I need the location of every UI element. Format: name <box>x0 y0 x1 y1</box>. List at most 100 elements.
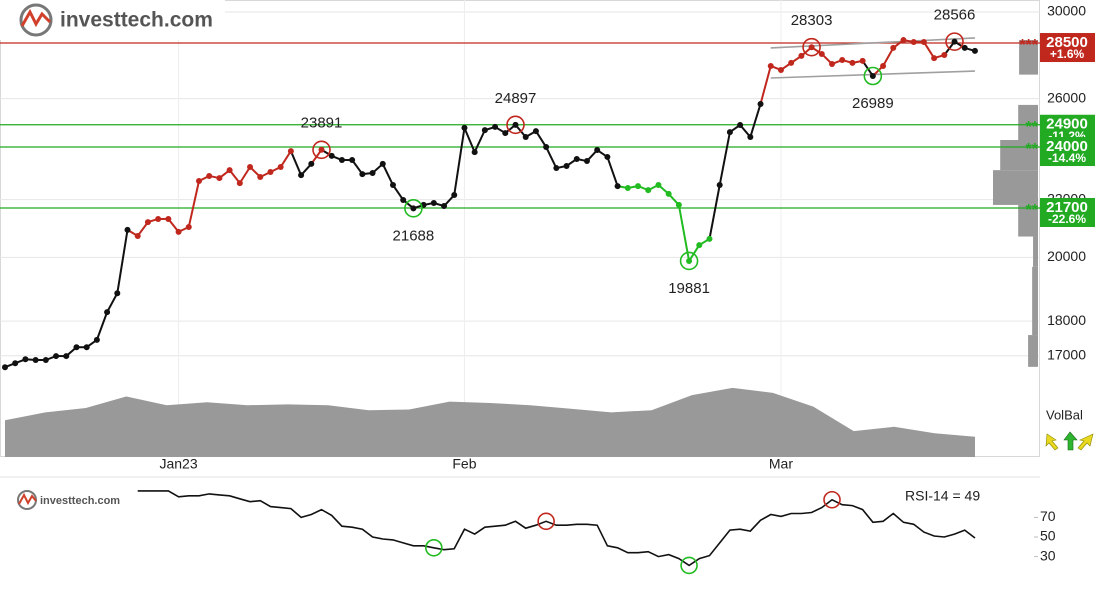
rsi-circle <box>425 538 443 557</box>
price-point <box>920 38 927 45</box>
price-point <box>206 172 213 179</box>
price-point <box>349 157 356 164</box>
y-tick-label: 50 <box>1040 528 1056 544</box>
series-layer <box>0 37 1040 567</box>
price-point <box>880 62 887 69</box>
price-point <box>298 172 305 179</box>
price-point <box>155 215 162 222</box>
volume-profile-bar <box>1028 335 1038 367</box>
price-point <box>114 290 121 297</box>
level-change: +1.6% <box>1050 47 1085 61</box>
price-segment <box>95 311 109 341</box>
price-segment <box>923 41 935 59</box>
price-point <box>716 182 723 189</box>
price-point <box>2 364 8 371</box>
price-point <box>492 123 499 130</box>
price-point <box>686 257 693 264</box>
volume-profile-bar <box>1000 140 1038 171</box>
price-point <box>747 134 754 141</box>
price-point <box>226 167 233 174</box>
price-segment <box>238 166 251 184</box>
price-segment <box>473 129 486 153</box>
volume-area <box>5 387 975 457</box>
price-point <box>195 177 202 184</box>
arrow-green <box>1063 431 1078 451</box>
level-value: 28500 <box>1046 34 1088 51</box>
price-point <box>73 344 80 351</box>
price-point <box>359 171 366 178</box>
price-point <box>451 192 458 199</box>
rsi-circle <box>680 556 698 575</box>
price-point <box>441 203 448 210</box>
price-point <box>532 128 539 135</box>
price-point <box>931 55 938 62</box>
price-point <box>798 52 805 59</box>
price-point <box>369 170 376 177</box>
logo-icon-line <box>20 8 52 28</box>
price-point <box>726 129 733 136</box>
price-point <box>675 201 682 208</box>
price-point <box>22 356 29 363</box>
extreme-label: 23891 <box>301 115 343 132</box>
price-point <box>389 182 396 189</box>
extreme-circle <box>863 66 883 86</box>
rsi-circle <box>537 512 555 531</box>
level-stars: *** <box>1019 37 1038 54</box>
price-point <box>890 44 897 51</box>
price-point <box>257 174 264 181</box>
price-point <box>400 196 407 203</box>
y-tick-label: 17000 <box>1047 346 1086 362</box>
x-tick-label: Mar <box>769 456 793 472</box>
price-point <box>430 199 437 206</box>
price-point <box>543 144 550 151</box>
price-point <box>42 356 49 363</box>
price-point <box>624 184 631 191</box>
price-point <box>553 165 560 172</box>
price-point <box>287 148 294 155</box>
price-point <box>706 235 713 242</box>
level-stars: ** <box>1026 119 1039 136</box>
price-point <box>338 157 345 164</box>
rsi-line <box>137 490 976 567</box>
price-point <box>808 44 815 51</box>
price-point <box>247 164 254 171</box>
level-stars: ** <box>1026 202 1039 219</box>
price-point <box>277 164 284 171</box>
price-segment <box>749 103 762 138</box>
channel-line <box>770 37 975 49</box>
price-point <box>410 205 417 212</box>
extreme-label: 28566 <box>934 7 976 24</box>
logo-text: investtech.com <box>60 9 213 32</box>
label-layer: Jan23 Feb Mar 23891 21688 24897 19881 28303 2698… <box>159 7 1095 575</box>
arrow-yellow <box>1077 433 1094 451</box>
level-tag <box>1040 137 1095 167</box>
price-point <box>175 228 182 235</box>
price-point <box>93 336 100 343</box>
price-point <box>461 124 468 131</box>
price-point <box>144 219 151 226</box>
price-point <box>951 38 958 45</box>
x-tick-label: Jan23 <box>159 456 197 472</box>
volume-profile-bar <box>1033 236 1038 267</box>
rsi-label: RSI-14 = 49 <box>905 488 980 504</box>
price-point <box>655 182 662 189</box>
price-point <box>328 152 335 159</box>
price-point <box>318 146 325 153</box>
y-tick-label: 70 <box>1040 508 1056 524</box>
level-change: -22.6% <box>1048 212 1086 226</box>
price-segment <box>688 244 701 262</box>
volume-profile-bar <box>1019 40 1038 75</box>
price-segment <box>718 131 731 186</box>
price-point <box>737 121 744 128</box>
price-point <box>645 187 652 194</box>
extreme-label: 24897 <box>495 90 537 107</box>
price-point <box>165 215 172 222</box>
price-point <box>696 242 703 249</box>
x-tick-label: Feb <box>452 456 476 472</box>
y-tick-label: 20000 <box>1047 248 1086 264</box>
price-segment <box>453 127 466 196</box>
price-point <box>471 149 478 156</box>
logo-icon <box>19 3 53 37</box>
price-point <box>12 360 19 367</box>
price-segment <box>187 180 200 228</box>
